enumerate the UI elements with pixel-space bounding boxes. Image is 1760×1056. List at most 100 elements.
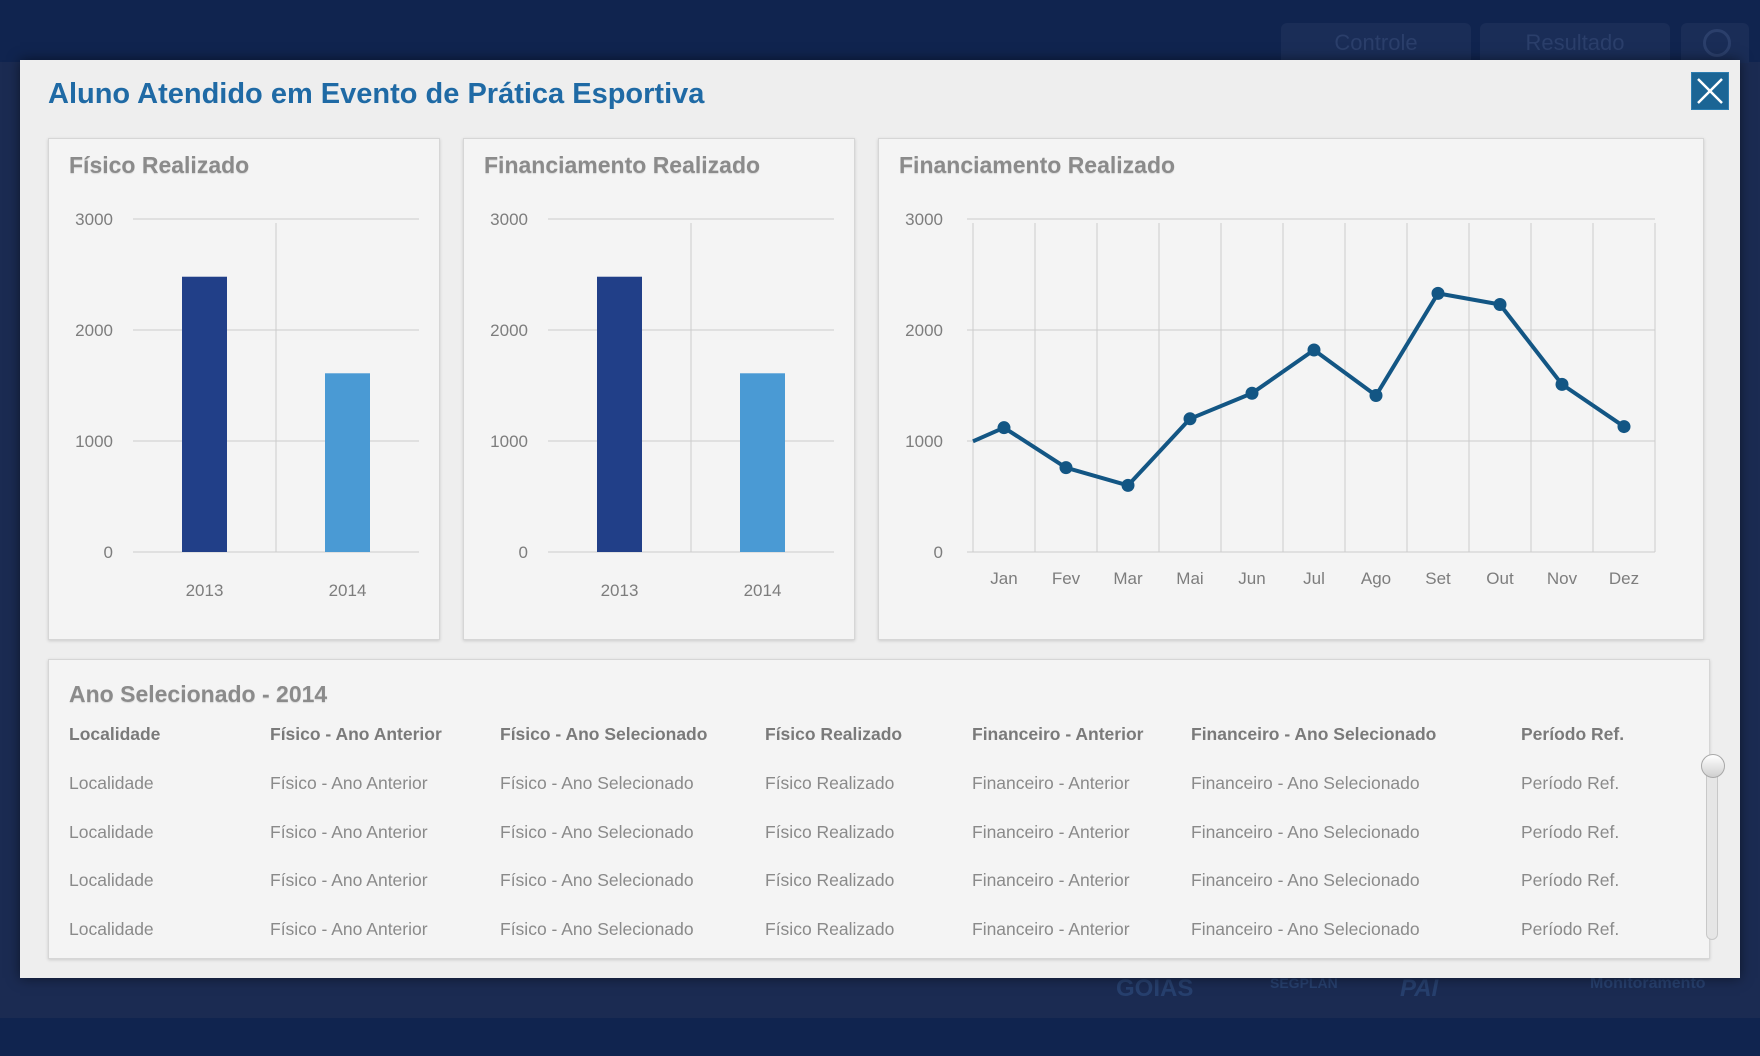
table-cell: Físico - Ano Anterior — [270, 918, 428, 939]
table-cell: Financeiro - Ano Selecionado — [1191, 870, 1420, 890]
table-scrollbar[interactable] — [1706, 756, 1718, 940]
column-header: Financeiro - Ano Selecionado — [1191, 724, 1437, 744]
modal-dialog: Aluno Atendido em Evento de Prática Espo… — [20, 60, 1740, 978]
y-tick-label: 3000 — [490, 210, 528, 229]
top-bar: Controle Resultado — [0, 0, 1760, 63]
column-header: Físico - Ano Anterior — [270, 724, 442, 744]
modal-title: Aluno Atendido em Evento de Prática Espo… — [48, 78, 705, 110]
table-cell: Físico - Ano Selecionado — [500, 918, 694, 939]
bar-chart-financiamento: 0 1000 2000 3000 2013 2014 — [490, 210, 834, 600]
column-header: Físico Realizado — [765, 724, 903, 744]
table-cell: Financeiro - Ano Selecionado — [1191, 773, 1420, 793]
column-header: Físico - Ano Selecionado — [500, 724, 708, 744]
data-point — [1059, 461, 1073, 475]
y-tick-label: 3000 — [75, 210, 113, 229]
column-header: Localidade — [69, 724, 161, 744]
tab-resultado[interactable]: Resultado — [1480, 23, 1670, 63]
chart-title: Físico Realizado — [69, 152, 250, 178]
line-chart-financiamento: 0 1000 2000 3000 Jan Fev Mar Mai Jun Jul Ago Set Out… — [905, 210, 1656, 588]
data-point — [1555, 377, 1569, 391]
chart-title: Financiamento Realizado — [484, 152, 761, 178]
table-cell: Financeiro - Anterior — [972, 870, 1130, 890]
bar-chart-fisico: 0 1000 2000 3000 2013 2014 — [75, 210, 419, 600]
x-tick-label: 2013 — [601, 581, 639, 600]
chart-panel-financiamento-line: Financiamento Realizado 0 1000 2000 3000 Jan… — [878, 138, 1704, 640]
table-cell: Físico Realizado — [765, 918, 895, 939]
bar — [182, 276, 227, 552]
bar — [325, 373, 370, 552]
column-header: Período Ref. — [1521, 724, 1625, 744]
y-tick-label: 1000 — [490, 432, 528, 451]
table-cell: Período Ref. — [1521, 821, 1620, 842]
y-tick-label: 2000 — [75, 321, 113, 340]
table-title: Ano Selecionado - 2014 — [69, 681, 328, 707]
footer-logo-monitoramento: Monitoramento — [1590, 975, 1706, 992]
chart-panel-fisico: Físico Realizado 0 1000 2000 3000 2013 2014 — [48, 138, 440, 640]
table-cell: Financeiro - Ano Selecionado — [1191, 918, 1420, 939]
y-tick-label: 3000 — [905, 210, 943, 229]
table-cell: Físico - Ano Anterior — [270, 773, 428, 793]
table-cell: Período Ref. — [1521, 870, 1620, 890]
bar — [597, 276, 642, 552]
footer-logo-goias: GOIÁS — [1116, 975, 1194, 1002]
y-tick-label: 1000 — [75, 432, 113, 451]
x-tick-label: Jul — [1303, 569, 1325, 588]
power-button[interactable] — [1681, 23, 1749, 63]
data-point — [1431, 286, 1445, 300]
table-cell: Período Ref. — [1521, 773, 1620, 793]
table-cell: Físico Realizado — [765, 870, 895, 890]
table-cell: Período Ref. — [1521, 918, 1620, 939]
y-tick-label: 0 — [934, 543, 943, 562]
tab-controle[interactable]: Controle — [1281, 23, 1471, 63]
data-point — [1493, 297, 1507, 311]
y-tick-label: 0 — [519, 543, 528, 562]
close-button[interactable] — [1691, 72, 1729, 110]
table-cell: Financeiro - Ano Selecionado — [1191, 821, 1420, 842]
data-point — [1121, 478, 1135, 492]
table-cell: Físico - Ano Selecionado — [500, 773, 694, 793]
table-cell: Localidade — [69, 918, 154, 939]
close-icon — [1697, 78, 1723, 104]
table-cell: Físico - Ano Selecionado — [500, 821, 694, 842]
table-cell: Físico Realizado — [765, 773, 895, 793]
x-tick-label: Jun — [1238, 569, 1265, 588]
table-cell: Físico Realizado — [765, 821, 895, 842]
table-cell: Localidade — [69, 821, 154, 842]
x-tick-label: 2014 — [744, 581, 782, 600]
x-tick-label: Nov — [1547, 569, 1578, 588]
y-tick-label: 1000 — [905, 432, 943, 451]
data-point — [1369, 388, 1383, 402]
x-tick-label: Ago — [1361, 569, 1391, 588]
y-tick-label: 0 — [104, 543, 113, 562]
chart-panel-financiamento-bar: Financiamento Realizado 0 1000 2000 3000 201… — [463, 138, 855, 640]
x-tick-label: Fev — [1052, 569, 1081, 588]
y-tick-label: 2000 — [905, 321, 943, 340]
series-line — [972, 291, 1626, 488]
data-point — [1183, 412, 1197, 426]
table-cell: Físico - Ano Selecionado — [500, 870, 694, 890]
x-tick-label: Jan — [990, 569, 1017, 588]
table-cell: Físico - Ano Anterior — [270, 821, 428, 842]
table-cell: Localidade — [69, 870, 154, 890]
table-cell: Físico - Ano Anterior — [270, 870, 428, 890]
data-table-panel: Ano Selecionado - 2014 Localidade Físico … — [48, 659, 1725, 959]
bar — [740, 373, 785, 552]
column-header: Financeiro - Anterior — [972, 724, 1144, 744]
table-cell: Financeiro - Anterior — [972, 918, 1130, 939]
x-tick-label: 2014 — [329, 581, 367, 600]
bottom-bar — [0, 1018, 1760, 1056]
data-point — [1617, 420, 1631, 434]
table-cell: Financeiro - Anterior — [972, 773, 1130, 793]
footer-logo-segplan: SEGPLAN — [1270, 975, 1338, 991]
footer-logo-pai: PAI — [1400, 975, 1439, 1002]
x-tick-label: Mai — [1176, 569, 1203, 588]
chart-title: Financiamento Realizado — [899, 152, 1176, 178]
scrollbar-thumb[interactable] — [1701, 754, 1725, 778]
power-icon — [1703, 29, 1731, 57]
x-tick-label: Set — [1425, 569, 1451, 588]
table-cell: Localidade — [69, 773, 154, 793]
data-point — [997, 421, 1011, 435]
data-point — [1245, 386, 1259, 400]
y-tick-label: 2000 — [490, 321, 528, 340]
table-cell: Financeiro - Anterior — [972, 821, 1130, 842]
